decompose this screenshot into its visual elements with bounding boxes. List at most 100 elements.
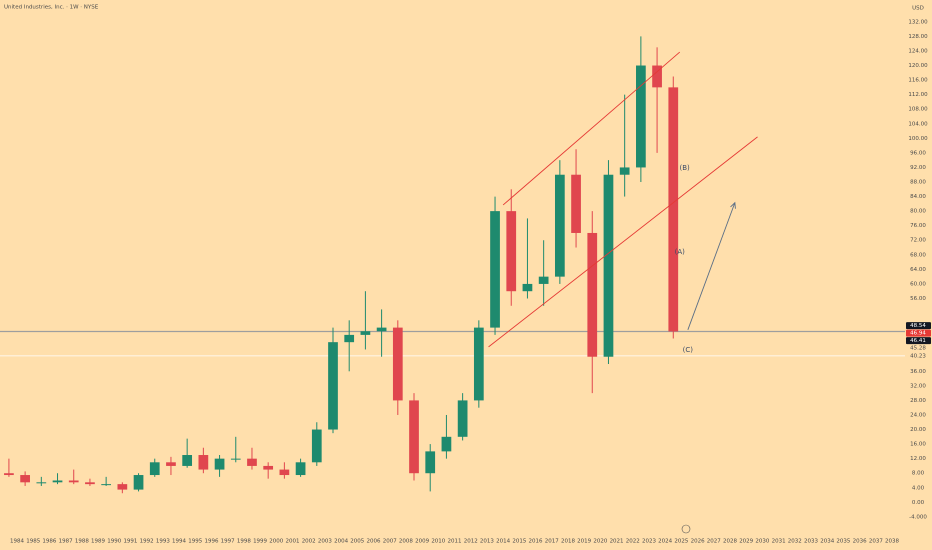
candle-body	[198, 455, 209, 470]
candle-body	[85, 482, 95, 485]
wave-label: (A)	[675, 248, 686, 256]
x-tick-label: 2026	[691, 539, 705, 545]
x-tick-label: 2020	[593, 539, 607, 545]
x-tick-label: 2012	[464, 539, 478, 545]
candle-body	[20, 475, 30, 483]
x-tick-label: 2016	[529, 539, 543, 545]
candle-body	[344, 334, 355, 343]
x-tick-label: 1986	[42, 539, 56, 545]
x-tick-label: 1992	[140, 539, 154, 545]
x-tick-label: 2028	[723, 539, 737, 545]
trend-line	[488, 136, 758, 348]
candle-body	[441, 436, 452, 452]
x-tick-label: 2027	[707, 539, 721, 545]
candle-body	[652, 65, 662, 88]
x-tick-label: 2037	[869, 539, 883, 545]
x-tick-label: 2000	[269, 539, 283, 545]
x-tick-label: 1985	[26, 539, 40, 545]
y-tick-label: 100.00	[908, 136, 928, 142]
y-tick-label: 24.00	[910, 412, 926, 418]
y-tick-label: 60.00	[910, 281, 926, 287]
y-tick-label: 92.00	[910, 165, 926, 171]
candle-body	[52, 480, 63, 483]
x-tick-label: 1988	[75, 539, 89, 545]
candle-body	[247, 458, 257, 466]
y-tick-label: 96.00	[910, 150, 926, 156]
candle-body	[166, 462, 176, 466]
y-tick-label: 0.00	[912, 500, 925, 506]
candle-body	[457, 400, 468, 437]
candle-body	[68, 480, 79, 483]
candle-body	[295, 462, 306, 476]
candle-body	[392, 327, 403, 401]
candle-body	[117, 484, 128, 490]
arrow-head	[730, 201, 736, 209]
candle-body	[376, 327, 387, 332]
candle-body	[214, 458, 225, 470]
x-tick-label: 2036	[853, 539, 867, 545]
arrow-line	[687, 202, 736, 330]
y-tick-label: 120.00	[908, 63, 928, 69]
y-tick-label: 104.00	[908, 121, 928, 127]
x-tick-label: 2003	[318, 539, 332, 545]
x-tick-label: 2004	[334, 539, 348, 545]
y-tick-label: 88.00	[910, 180, 926, 186]
candle-body	[182, 455, 193, 466]
x-tick-label: 2005	[350, 539, 364, 545]
candle-body	[490, 211, 500, 328]
y-tick-label: 8.00	[912, 471, 925, 477]
candle-body	[409, 400, 419, 474]
price-label: 48.54	[910, 323, 926, 329]
y-tick-label: 68.00	[910, 252, 926, 258]
candle-body	[149, 462, 160, 476]
x-tick-label: 1993	[156, 539, 170, 545]
x-tick-label: 2029	[739, 539, 753, 545]
logo-icon[interactable]	[681, 524, 691, 534]
candle-body	[587, 232, 598, 357]
x-tick-label: 2013	[480, 539, 494, 545]
x-tick-label: 1995	[188, 539, 202, 545]
x-tick-label: 2015	[512, 539, 526, 545]
candle-body	[311, 429, 322, 463]
x-tick-label: 1989	[91, 539, 105, 545]
x-tick-label: 2007	[383, 539, 397, 545]
price-label-box	[906, 337, 931, 345]
y-tick-label: 64.00	[910, 267, 926, 273]
price-label: 46.94	[910, 331, 926, 337]
price-label: 45.28	[910, 346, 926, 352]
candle-body	[603, 174, 614, 357]
candle-body	[133, 475, 144, 490]
price-label-box	[906, 329, 931, 337]
x-tick-label: 2006	[367, 539, 381, 545]
x-tick-label: 2033	[804, 539, 818, 545]
x-tick-label: 1987	[59, 539, 73, 545]
x-tick-label: 2038	[885, 539, 899, 545]
x-tick-label: 2035	[836, 539, 850, 545]
candle-body	[522, 283, 533, 292]
candle-body	[554, 174, 565, 277]
y-tick-label: 4.00	[912, 485, 925, 491]
x-tick-label: 2011	[448, 539, 462, 545]
candle-body	[506, 211, 517, 292]
x-tick-label: 2009	[415, 539, 429, 545]
x-tick-label: 2031	[772, 539, 786, 545]
candle-body	[101, 484, 111, 486]
trend-line	[502, 51, 681, 206]
x-tick-label: 2017	[545, 539, 559, 545]
y-tick-label: 56.00	[910, 296, 926, 302]
y-tick-label: 84.00	[910, 194, 926, 200]
y-tick-label: -4.000	[909, 514, 927, 520]
x-tick-label: 2001	[285, 539, 299, 545]
x-tick-label: 1991	[123, 539, 137, 545]
x-tick-label: 2032	[788, 539, 802, 545]
candle-body	[328, 342, 338, 430]
price-label: 46.41	[910, 338, 926, 344]
y-tick-label: 80.00	[910, 209, 926, 215]
y-tick-label: 116.00	[908, 78, 928, 84]
x-tick-label: 2014	[496, 539, 510, 545]
candle-body	[263, 465, 274, 470]
y-tick-label: 128.00	[908, 34, 928, 40]
